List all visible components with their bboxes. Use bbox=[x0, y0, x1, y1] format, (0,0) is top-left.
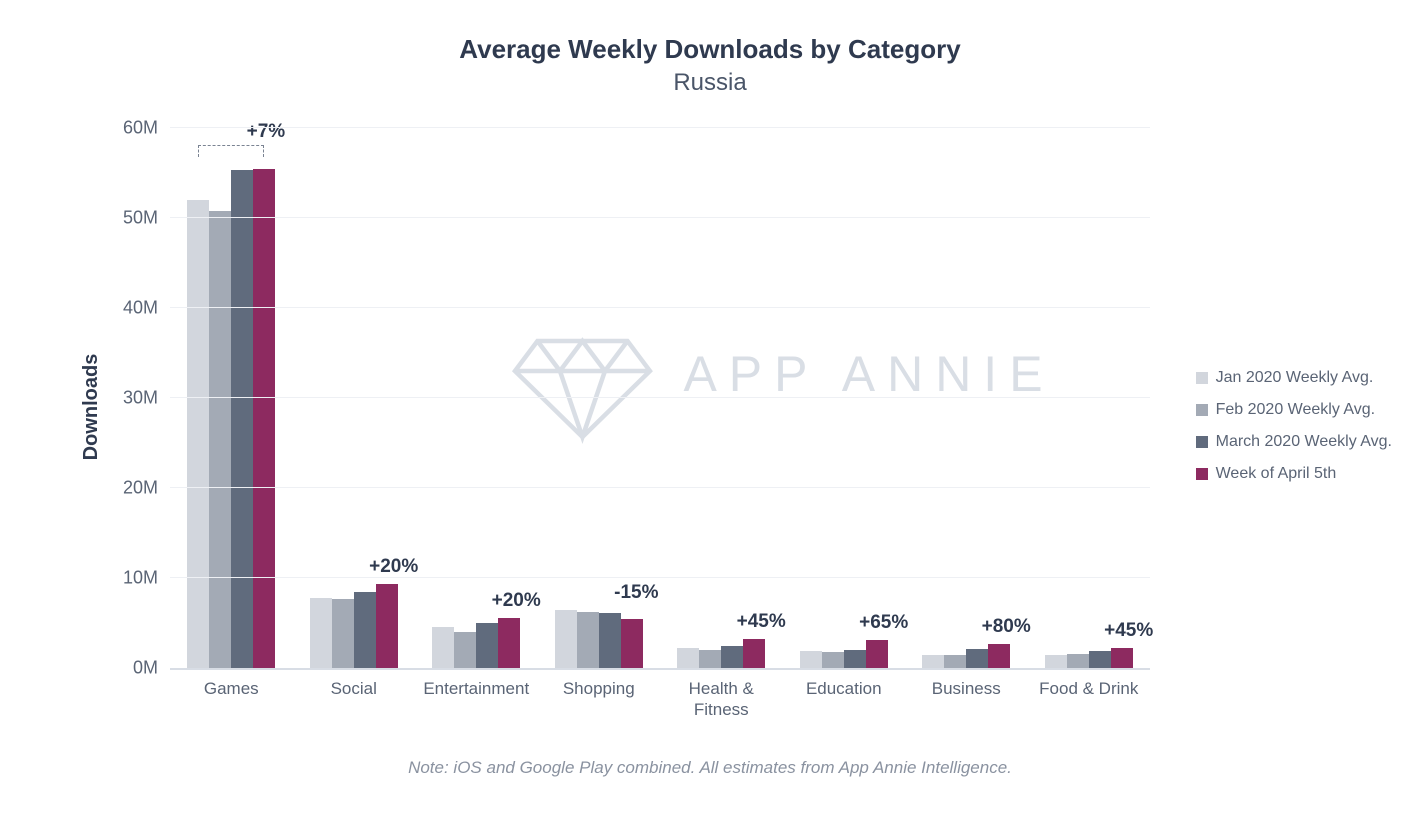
category-group: Education+65% bbox=[783, 130, 906, 668]
bar bbox=[577, 612, 599, 668]
legend-label: Jan 2020 Weekly Avg. bbox=[1216, 369, 1374, 387]
category-group: Shopping-15% bbox=[538, 130, 661, 668]
gridline bbox=[170, 127, 1150, 128]
legend-swatch bbox=[1196, 436, 1208, 448]
gridline bbox=[170, 217, 1150, 218]
legend-swatch bbox=[1196, 404, 1208, 416]
bar bbox=[800, 651, 822, 668]
pct-change-label: +65% bbox=[859, 612, 908, 634]
legend-item: March 2020 Weekly Avg. bbox=[1196, 433, 1392, 451]
bar bbox=[822, 652, 844, 668]
pct-change-label: +7% bbox=[247, 121, 286, 143]
bar bbox=[1089, 651, 1111, 668]
bar bbox=[209, 211, 231, 668]
pct-change-label: +20% bbox=[492, 590, 541, 612]
bar bbox=[844, 650, 866, 668]
y-tick-label: 60M bbox=[123, 118, 158, 139]
legend-item: Week of April 5th bbox=[1196, 465, 1392, 483]
bar bbox=[866, 640, 888, 668]
y-tick-label: 20M bbox=[123, 478, 158, 499]
x-tick-label: Business bbox=[932, 678, 1001, 699]
x-tick-label: Shopping bbox=[563, 678, 635, 699]
gridline bbox=[170, 577, 1150, 578]
category-group: Health &Fitness+45% bbox=[660, 130, 783, 668]
bar bbox=[966, 649, 988, 668]
category-group: Food & Drink+45% bbox=[1028, 130, 1151, 668]
bracket bbox=[198, 145, 264, 157]
y-tick-label: 0M bbox=[133, 658, 158, 679]
chart-container: Average Weekly Downloads by Category Rus… bbox=[0, 0, 1420, 814]
legend-label: March 2020 Weekly Avg. bbox=[1216, 433, 1392, 451]
bar bbox=[1067, 654, 1089, 668]
y-tick-label: 10M bbox=[123, 568, 158, 589]
bar bbox=[1111, 648, 1133, 668]
bar bbox=[376, 584, 398, 668]
legend-item: Jan 2020 Weekly Avg. bbox=[1196, 369, 1392, 387]
x-tick-label: Food & Drink bbox=[1039, 678, 1138, 699]
category-group: Social+20% bbox=[293, 130, 416, 668]
bar bbox=[253, 169, 275, 669]
legend-label: Feb 2020 Weekly Avg. bbox=[1216, 401, 1376, 419]
pct-change-label: -15% bbox=[614, 582, 658, 604]
x-tick-label: Health &Fitness bbox=[689, 678, 754, 721]
bar bbox=[555, 610, 577, 668]
bar bbox=[599, 613, 621, 668]
pct-change-label: +20% bbox=[369, 556, 418, 578]
bar bbox=[310, 598, 332, 668]
y-tick-label: 50M bbox=[123, 208, 158, 229]
legend-label: Week of April 5th bbox=[1216, 465, 1337, 483]
category-group: Business+80% bbox=[905, 130, 1028, 668]
x-tick-label: Games bbox=[204, 678, 259, 699]
footnote: Note: iOS and Google Play combined. All … bbox=[0, 758, 1420, 778]
category-group: Games+7% bbox=[170, 130, 293, 668]
x-tick-label: Entertainment bbox=[423, 678, 529, 699]
bar bbox=[187, 200, 209, 668]
legend-swatch bbox=[1196, 468, 1208, 480]
title-block: Average Weekly Downloads by Category Rus… bbox=[0, 0, 1420, 97]
pct-change-label: +45% bbox=[1104, 620, 1153, 642]
pct-change-label: +80% bbox=[982, 616, 1031, 638]
gridline bbox=[170, 397, 1150, 398]
chart-subtitle: Russia bbox=[0, 69, 1420, 97]
bar bbox=[922, 655, 944, 669]
bar bbox=[476, 623, 498, 668]
bars-row: Games+7%Social+20%Entertainment+20%Shopp… bbox=[170, 130, 1150, 668]
y-tick-label: 30M bbox=[123, 388, 158, 409]
bar bbox=[231, 170, 253, 668]
bar bbox=[677, 648, 699, 668]
gridline bbox=[170, 487, 1150, 488]
bar bbox=[743, 639, 765, 668]
bar bbox=[699, 650, 721, 668]
bar bbox=[498, 618, 520, 668]
bar bbox=[1045, 655, 1067, 669]
bar bbox=[721, 646, 743, 668]
bar bbox=[354, 592, 376, 669]
x-tick-label: Social bbox=[331, 678, 377, 699]
y-tick-label: 40M bbox=[123, 298, 158, 319]
y-axis-label: Downloads bbox=[80, 354, 103, 461]
category-group: Entertainment+20% bbox=[415, 130, 538, 668]
gridline bbox=[170, 307, 1150, 308]
bar bbox=[432, 627, 454, 668]
bar bbox=[988, 644, 1010, 668]
x-tick-label: Education bbox=[806, 678, 882, 699]
legend-item: Feb 2020 Weekly Avg. bbox=[1196, 401, 1392, 419]
bar bbox=[621, 619, 643, 668]
plot-area: Games+7%Social+20%Entertainment+20%Shopp… bbox=[170, 130, 1150, 670]
legend-swatch bbox=[1196, 372, 1208, 384]
legend: Jan 2020 Weekly Avg. Feb 2020 Weekly Avg.… bbox=[1196, 355, 1392, 497]
pct-change-label: +45% bbox=[737, 611, 786, 633]
bar bbox=[332, 599, 354, 668]
bar bbox=[944, 655, 966, 669]
chart-title: Average Weekly Downloads by Category bbox=[0, 34, 1420, 65]
bar bbox=[454, 632, 476, 668]
